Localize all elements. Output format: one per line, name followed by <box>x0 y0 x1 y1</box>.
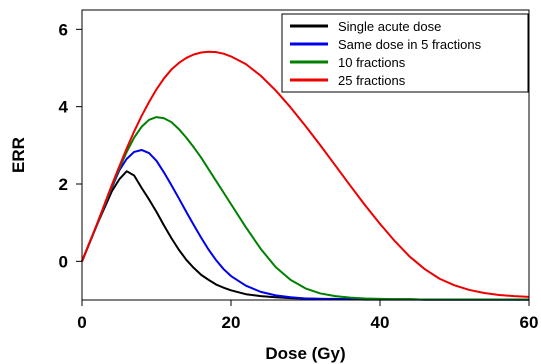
series-line-3 <box>81 116 529 301</box>
plot-frame <box>81 9 530 301</box>
x-tick-label: 40 <box>371 313 390 332</box>
series-line-2 <box>81 148 529 301</box>
x-tick-label: 20 <box>222 313 241 332</box>
series-line-4 <box>81 50 530 298</box>
legend-entry-label: Single acute dose <box>338 19 441 34</box>
x-axis-label: Dose (Gy) <box>265 344 345 363</box>
y-axis: 0 2 4 6 <box>59 20 82 271</box>
y-tick-label: 6 <box>59 20 68 39</box>
x-tick-label: 0 <box>77 313 86 332</box>
y-axis-label: ERR <box>9 137 28 173</box>
y-tick-label: 4 <box>59 98 69 117</box>
y-tick-label: 2 <box>59 175 68 194</box>
legend-entry-label: Same dose in 5 fractions <box>338 37 482 52</box>
legend: Single acute dose Same dose in 5 fraction… <box>281 13 529 93</box>
y-tick-label: 0 <box>59 252 68 271</box>
series-line-1 <box>81 170 529 301</box>
x-axis: 0 20 40 60 <box>77 300 538 332</box>
x-tick-label: 60 <box>520 313 539 332</box>
legend-entry-label: 25 fractions <box>338 73 406 88</box>
legend-entry-label: 10 fractions <box>338 55 406 70</box>
